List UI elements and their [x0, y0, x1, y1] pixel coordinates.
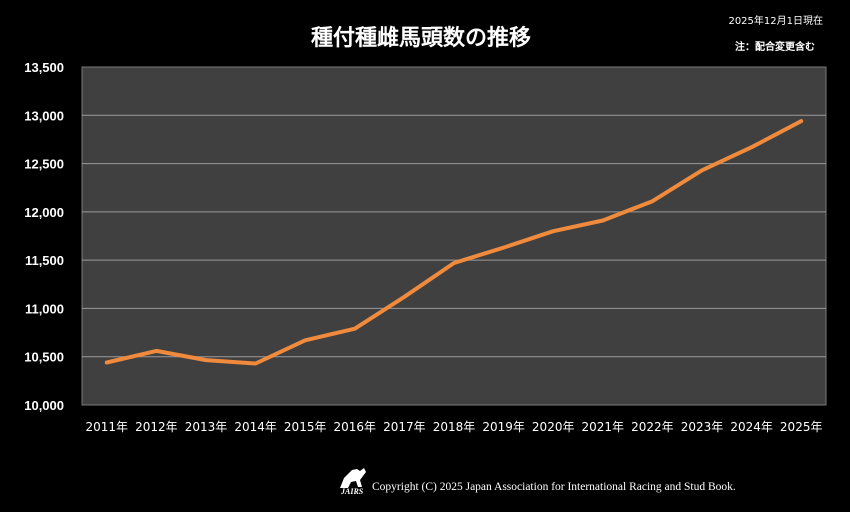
x-tick-label: 2025年	[780, 420, 823, 434]
x-tick-label: 2020年	[532, 420, 575, 434]
chart-note: 注：配合変更含む	[735, 40, 815, 53]
copyright-text: Copyright (C) 2025 Japan Association for…	[372, 481, 736, 493]
y-tick-label: 13,500	[24, 60, 64, 75]
x-tick-label: 2018年	[433, 420, 476, 434]
grid-lines	[82, 114, 826, 358]
x-tick-label: 2021年	[582, 420, 625, 434]
y-tick-label: 10,000	[24, 398, 64, 413]
logo-text: JAIRS	[340, 487, 364, 496]
y-tick-label: 13,000	[24, 108, 64, 123]
series-group	[104, 119, 804, 366]
x-tick-label: 2019年	[482, 420, 525, 434]
x-tick-label: 2024年	[730, 420, 773, 434]
x-tick-label: 2014年	[234, 420, 277, 434]
x-tick-label: 2023年	[681, 420, 724, 434]
chart-title: 種付種雌馬頭数の推移	[311, 25, 531, 51]
y-tick-label: 11,000	[25, 301, 64, 316]
y-axis: 10,000 10,500 11,000 11,500 12,000 12,500 13,0…	[24, 60, 64, 413]
x-tick-label: 2017年	[383, 420, 426, 434]
jairs-logo: JAIRS	[340, 468, 366, 496]
x-tick-label: 2013年	[185, 420, 228, 434]
series-line	[104, 119, 804, 366]
x-tick-label: 2015年	[284, 420, 327, 434]
x-tick-label: 2012年	[135, 420, 178, 434]
x-tick-label: 2022年	[631, 420, 674, 434]
y-tick-label: 11,500	[25, 253, 64, 268]
x-axis: 2011年 2012年 2013年 2014年 2015年 2016年 2017年 2018年…	[86, 420, 823, 434]
y-tick-label: 12,000	[24, 205, 64, 220]
y-tick-label: 12,500	[24, 157, 64, 172]
y-tick-label: 10,500	[24, 350, 64, 365]
x-tick-label: 2011年	[86, 420, 129, 434]
x-tick-label: 2016年	[334, 420, 377, 434]
as-of-date: 2025年12月1日現在	[728, 14, 823, 27]
plot-area	[81, 66, 827, 406]
